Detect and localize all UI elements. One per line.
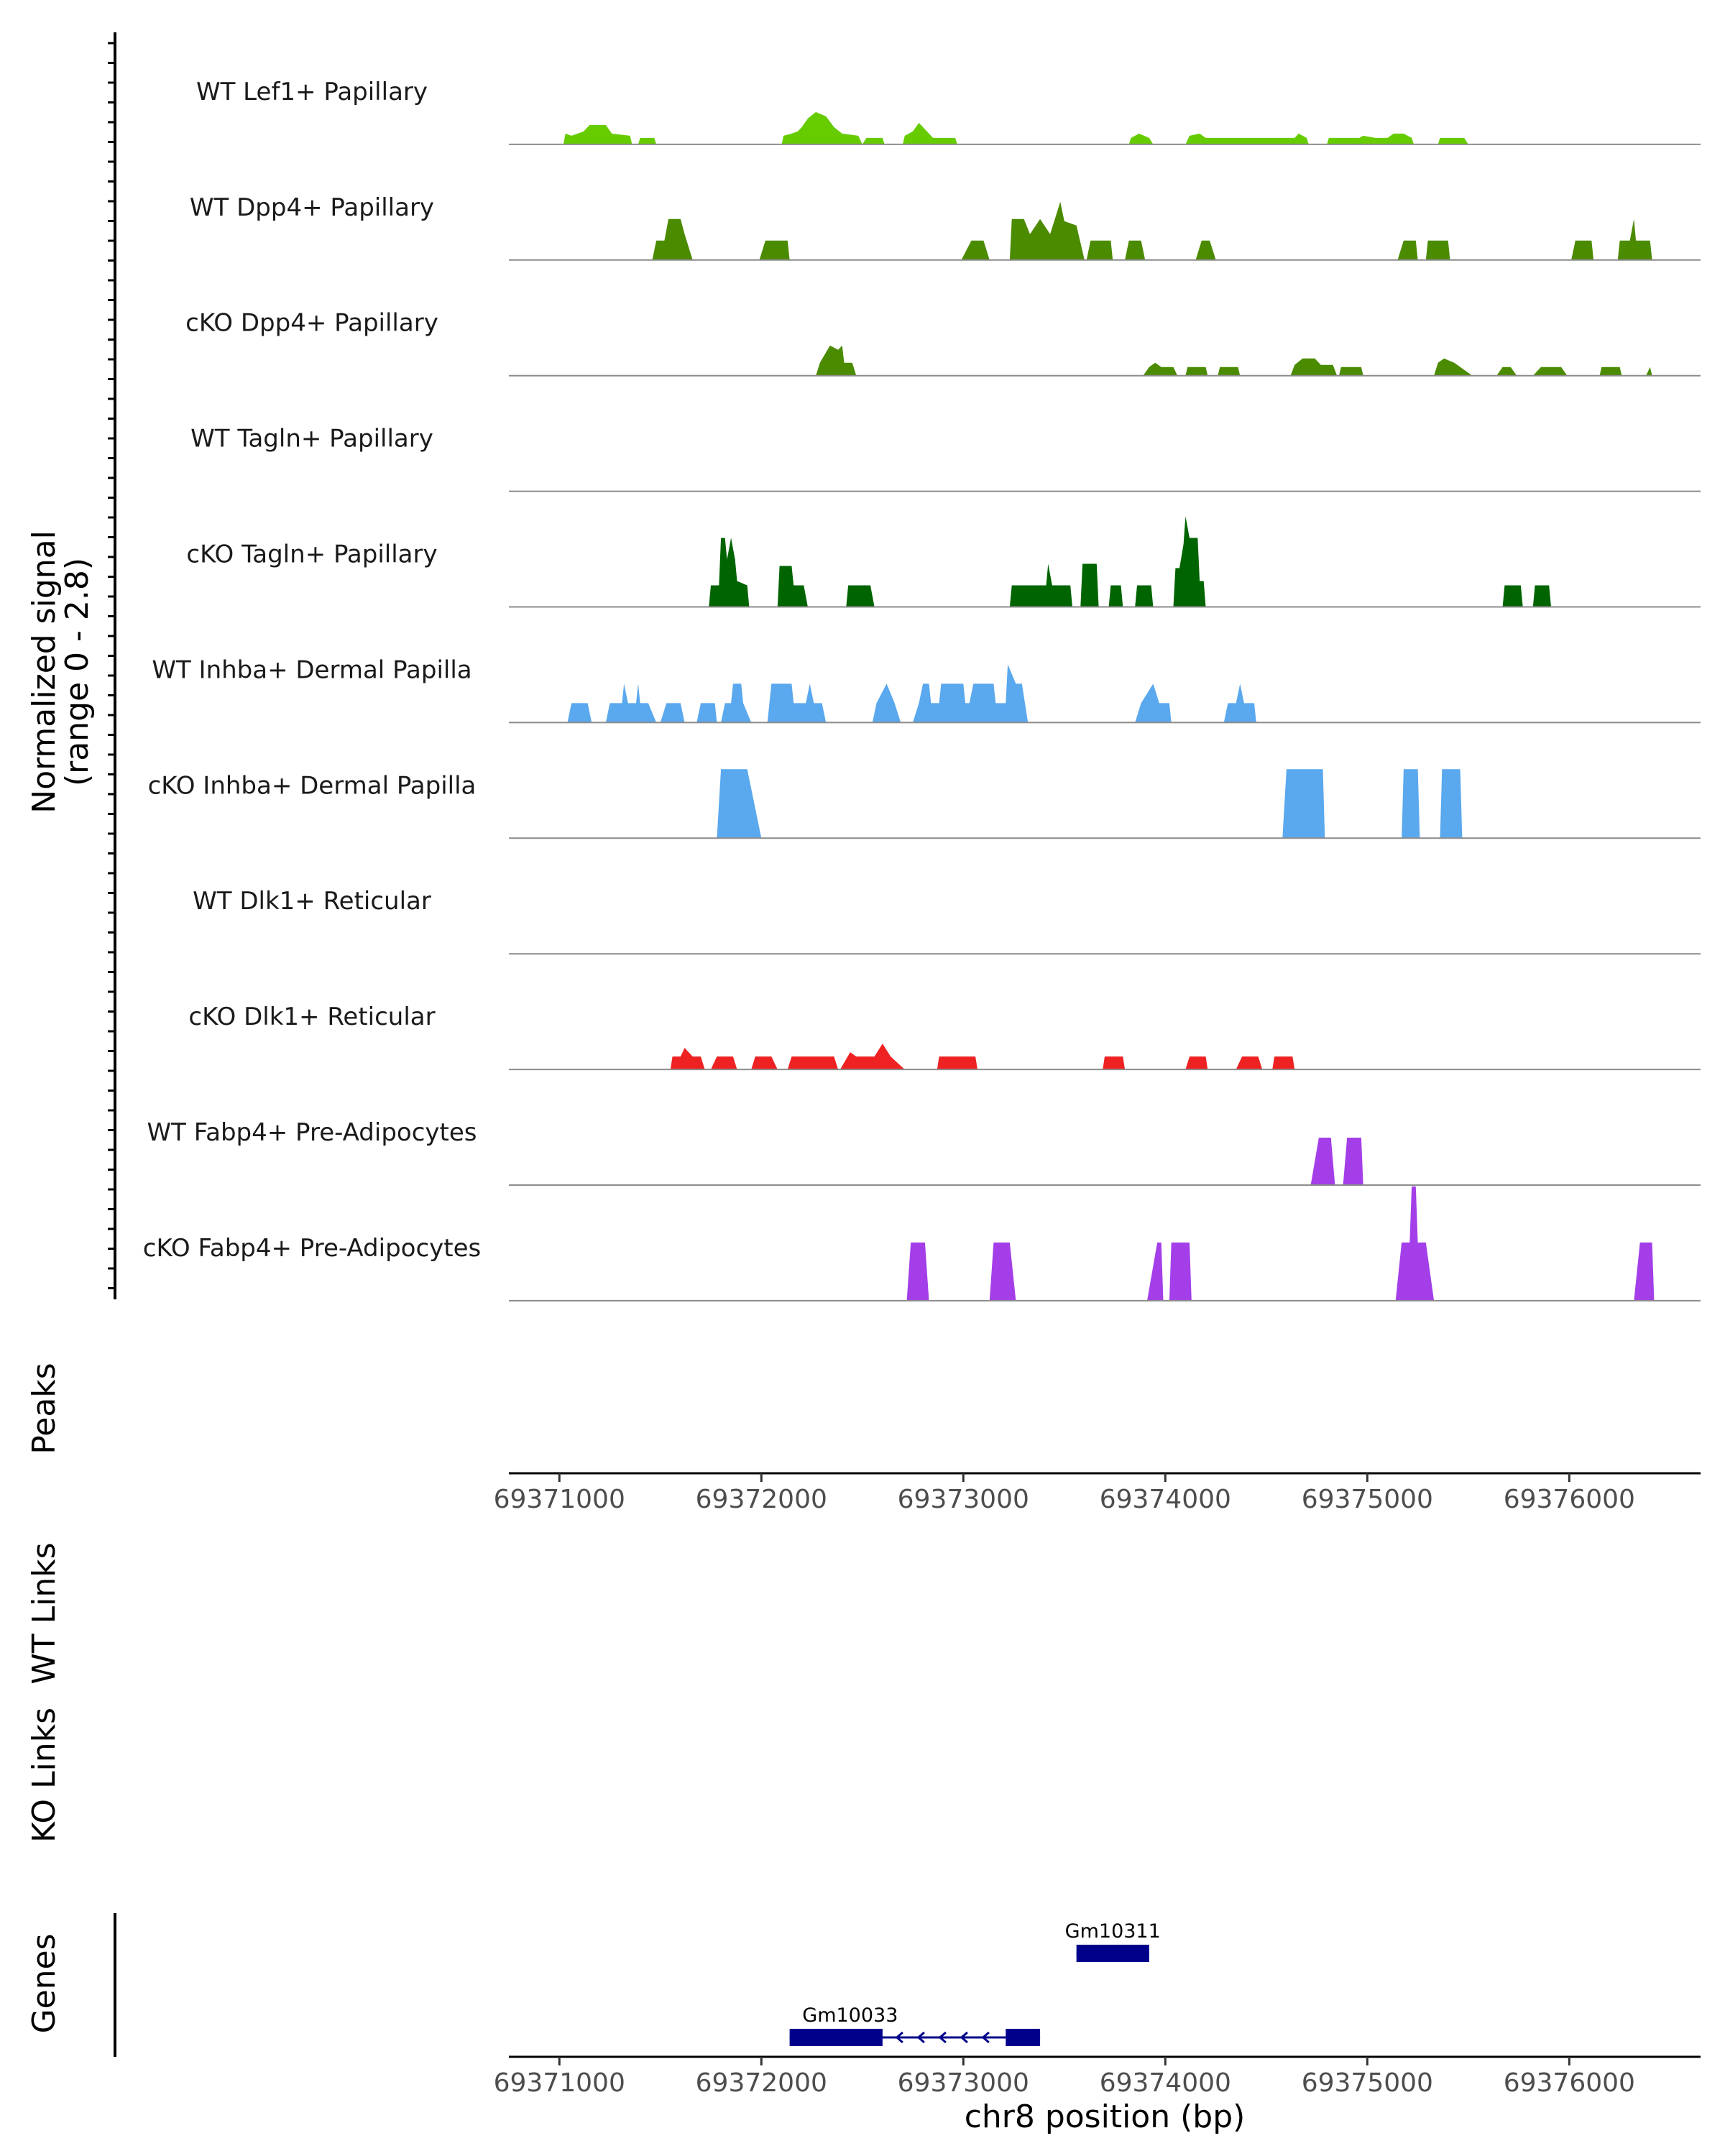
x-tick-label: 69372000 [696,2068,827,2098]
coverage-tracks: WT Lef1+ Papillary WT Dpp4+ Papillary cKO … [143,78,1701,1302]
track-label: cKO Dlk1+ Reticular [188,1003,435,1031]
coverage-area [567,664,1256,723]
genes-panel-label: Genes [26,1933,63,2033]
strand-arrow [981,2031,990,2044]
x-tick-label: 69375000 [1302,1485,1433,1514]
gene-exon [1076,1945,1149,1962]
track-label: cKO Inhba+ Dermal Papilla [148,771,477,800]
y-axis-label: Normalized signal [26,530,63,814]
track-label: WT Dpp4+ Papillary [190,193,434,222]
coverage-area [709,516,1552,607]
x-tick-label: 69371000 [494,1485,625,1514]
coverage-area [670,1044,1295,1070]
track-label: WT Tagln+ Papillary [190,425,433,453]
x-tick-label: 69372000 [696,1485,827,1514]
coverage-area [816,345,1652,376]
x-axis-title: chr8 position (bp) [965,2099,1246,2135]
x-tick-label: 69374000 [1100,2068,1231,2098]
track-label: cKO Dpp4+ Papillary [185,309,438,338]
track-label: WT Dlk1+ Reticular [193,887,431,916]
x-tick-label: 69371000 [494,2068,625,2098]
ko-links-panel-label: KO Links [26,1708,63,1843]
track-label: WT Inhba+ Dermal Papilla [152,655,472,684]
gene-exon [1006,2029,1041,2046]
x-tick-label: 69373000 [898,1485,1029,1514]
upper-x-axis-ticks: 69371000 69372000 69373000 69374000 69375000… [494,1473,1635,1514]
track-label: cKO Fabp4+ Pre-Adipocytes [143,1234,482,1263]
peaks-panel-label: Peaks [26,1363,63,1454]
gene-label: Gm10033 [802,2004,898,2027]
strand-arrow [916,2031,925,2044]
coverage-area [652,201,1652,260]
gene-annotation-track: Gm10311 Gm10033 [789,1920,1161,2046]
x-tick-label: 69374000 [1100,1485,1231,1514]
track-label: WT Lef1+ Papillary [196,78,428,106]
track-label: cKO Tagln+ Papillary [186,540,437,569]
strand-arrow [938,2031,947,2044]
wt-links-panel-label: WT Links [26,1542,63,1684]
y-axis-range-label: (range 0 - 2.8) [59,558,96,786]
coverage-area [563,111,1468,144]
coverage-area [717,769,1463,839]
strand-arrow [895,2031,903,2044]
x-tick-label: 69373000 [898,2068,1029,2098]
coverage-y-ticks [108,42,115,1289]
coverage-area [1310,1138,1363,1185]
coverage-area [906,1186,1655,1301]
gene-label: Gm10311 [1065,1920,1161,1943]
gene-exon [789,2029,883,2046]
x-tick-label: 69375000 [1302,2068,1433,2098]
track-label: WT Fabp4+ Pre-Adipocytes [147,1118,477,1147]
x-tick-label: 69376000 [1504,2068,1635,2098]
bottom-x-axis-ticks: 69371000 69372000 69373000 69374000 69375000… [494,2057,1635,2098]
strand-arrow [960,2031,968,2044]
x-tick-label: 69376000 [1504,1485,1635,1514]
